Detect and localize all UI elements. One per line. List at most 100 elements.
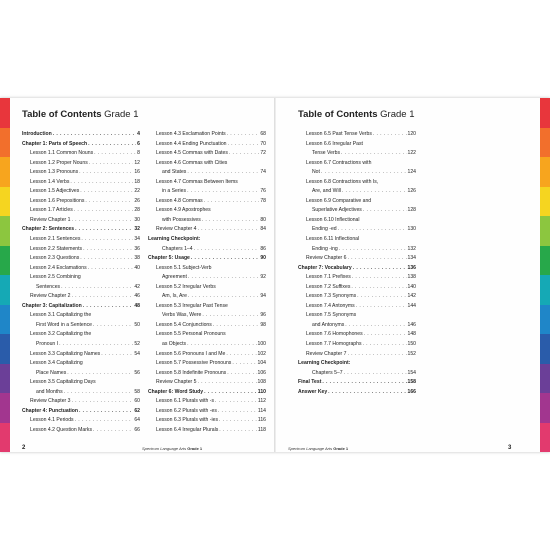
color-band xyxy=(540,275,550,305)
toc-entry-label: Lesson 6.10 Inflectional xyxy=(306,216,360,223)
toc-dot-leader xyxy=(79,168,133,178)
toc-entry: Lesson 6.1 Plurals with -s 112 xyxy=(148,397,266,407)
toc-entry-label: Lesson 4.5 Commas with Dates xyxy=(156,150,228,157)
toc-dot-leader xyxy=(204,197,260,207)
toc-entry: and States 74 xyxy=(148,168,266,178)
toc-dot-leader xyxy=(80,254,133,264)
toc-dot-leader xyxy=(328,388,406,398)
toc-entry: Lesson 7.6 Homophones 148 xyxy=(298,330,416,340)
toc-dot-leader xyxy=(202,311,259,321)
toc-entry-page: 32 xyxy=(134,226,140,233)
toc-entry: Chapter 2: Sentences 32 xyxy=(22,225,140,235)
toc-entry: Lesson 2.3 Questions 38 xyxy=(22,254,140,264)
book-gutter xyxy=(274,98,276,452)
toc-entry-label: Learning Checkpoint: xyxy=(148,236,201,243)
toc-entry: Lesson 5.8 Indefinite Pronouns 106 xyxy=(148,369,266,379)
title-grade: Grade 1 xyxy=(104,109,139,120)
toc-dot-leader xyxy=(344,369,407,379)
color-band xyxy=(0,275,10,305)
toc-entry-page: 38 xyxy=(134,255,140,262)
toc-entry: Lesson 6.5 Past Tense Verbs 120 xyxy=(298,130,416,140)
toc-entry: with Possessives 80 xyxy=(148,216,266,226)
toc-entry: Chapter 3: Capitalization 48 xyxy=(22,302,140,312)
toc-column: Introduction 4 Chapter 1: Parts of Speech 6… xyxy=(22,130,140,436)
toc-entry-page: 134 xyxy=(407,255,417,262)
color-band xyxy=(0,334,10,364)
toc-dot-leader xyxy=(94,149,136,159)
toc-entry-label: Lesson 4.8 Commas xyxy=(156,197,203,204)
toc-entry: Lesson 1.3 Pronouns 16 xyxy=(22,168,140,178)
toc-entry-page: 86 xyxy=(260,245,266,252)
toc-entry: Review Chapter 6 134 xyxy=(298,254,416,264)
toc-entry-page: 42 xyxy=(134,283,140,290)
toc-entry: Lesson 4.9 Apostrophes xyxy=(148,206,266,216)
toc-entry-label: Lesson 5.8 Indefinite Pronouns xyxy=(156,369,227,376)
toc-entry-page: 52 xyxy=(134,341,140,348)
toc-dot-leader xyxy=(348,254,407,264)
toc-dot-leader xyxy=(89,159,134,169)
toc-entry-label: Review Chapter 7 xyxy=(306,350,347,357)
toc-dot-leader xyxy=(356,302,407,312)
toc-entry: Chapter 1: Parts of Speech 6 xyxy=(22,140,140,150)
toc-entry-label: Lesson 6.11 Inflectional xyxy=(306,236,360,243)
toc-entry-page: 102 xyxy=(257,350,267,357)
toc-entry-label: Lesson 2.5 Combining xyxy=(30,274,81,281)
toc-entry: and Antonyms 146 xyxy=(298,321,416,331)
toc-entry-page: 66 xyxy=(134,426,140,433)
color-band xyxy=(540,393,550,423)
toc-entry-page: 74 xyxy=(260,169,266,176)
toc-entry: Lesson 2.5 Combining xyxy=(22,273,140,283)
toc-entry-label: Lesson 7.4 Antonyms xyxy=(306,302,355,309)
toc-dot-leader xyxy=(364,330,407,340)
toc-entry-label: Lesson 4.4 Ending Punctuation xyxy=(156,140,227,147)
toc-entry: Lesson 4.2 Question Marks 66 xyxy=(22,426,140,436)
toc-entry-label: Lesson 4.9 Apostrophes xyxy=(156,207,211,214)
toc-entry-label: Introduction xyxy=(22,131,52,137)
toc-entry-label: Lesson 2.2 Statements xyxy=(30,245,83,252)
toc-entry-label: Lesson 7.7 Homographs xyxy=(306,341,362,348)
toc-entry: Review Chapter 2 46 xyxy=(22,292,140,302)
toc-entry-page: 94 xyxy=(260,293,266,300)
toc-entry-label: in a Series xyxy=(162,188,187,195)
toc-entry-label: with Possessives xyxy=(162,216,201,223)
toc-dot-leader xyxy=(218,407,257,417)
footer-title: Spectrum Language Arts xyxy=(142,446,187,451)
page-footer: Spectrum Language Arts Grade 1 xyxy=(142,446,202,451)
toc-entry-page: 106 xyxy=(257,369,267,376)
page-title: Table of Contents Grade 1 xyxy=(22,108,278,122)
toc-entry-label: Chapter 1: Parts of Speech xyxy=(22,140,88,147)
toc-entry-label: Superlative Adjectives xyxy=(312,207,362,214)
toc-entry: Review Chapter 1 30 xyxy=(22,216,140,226)
toc-entry-label: Chapter 3: Capitalization xyxy=(22,302,82,309)
toc-entry-label: Review Chapter 1 xyxy=(30,216,71,223)
toc-entry-page: 114 xyxy=(257,407,266,414)
toc-entry-page: 142 xyxy=(407,293,417,300)
toc-entry-page: 62 xyxy=(134,407,140,414)
toc-entry-page: 118 xyxy=(257,426,266,433)
toc-entry: Agreement 92 xyxy=(148,273,266,283)
toc-dot-leader xyxy=(72,397,134,407)
toc-entry-label: Place Names xyxy=(36,369,67,376)
toc-entry-page: 76 xyxy=(260,188,266,195)
toc-dot-leader xyxy=(188,273,259,283)
toc-dot-leader xyxy=(348,350,407,360)
toc-entry-label: Review Chapter 4 xyxy=(156,226,197,233)
toc-entry: Lesson 1.6 Prepositions 26 xyxy=(22,197,140,207)
color-band xyxy=(0,304,10,334)
toc-dot-leader xyxy=(352,273,407,283)
toc-dot-leader xyxy=(79,407,133,417)
toc-entry-label: Chapters 5–7 xyxy=(312,369,343,376)
toc-dot-leader xyxy=(59,340,133,350)
toc-dot-leader xyxy=(213,321,260,331)
toc-dot-leader xyxy=(228,140,260,150)
toc-dot-leader xyxy=(74,206,134,216)
toc-entry-page: 108 xyxy=(257,379,267,386)
toc-dot-leader xyxy=(70,178,133,188)
toc-entry: Verbs Was, Were 96 xyxy=(148,311,266,321)
toc-entry: Lesson 1.5 Adjectives 22 xyxy=(22,187,140,197)
toc-dot-leader xyxy=(188,292,259,302)
toc-dot-leader xyxy=(345,321,406,331)
toc-dot-leader xyxy=(198,225,260,235)
title-grade: Grade 1 xyxy=(380,109,415,120)
color-band xyxy=(540,363,550,393)
